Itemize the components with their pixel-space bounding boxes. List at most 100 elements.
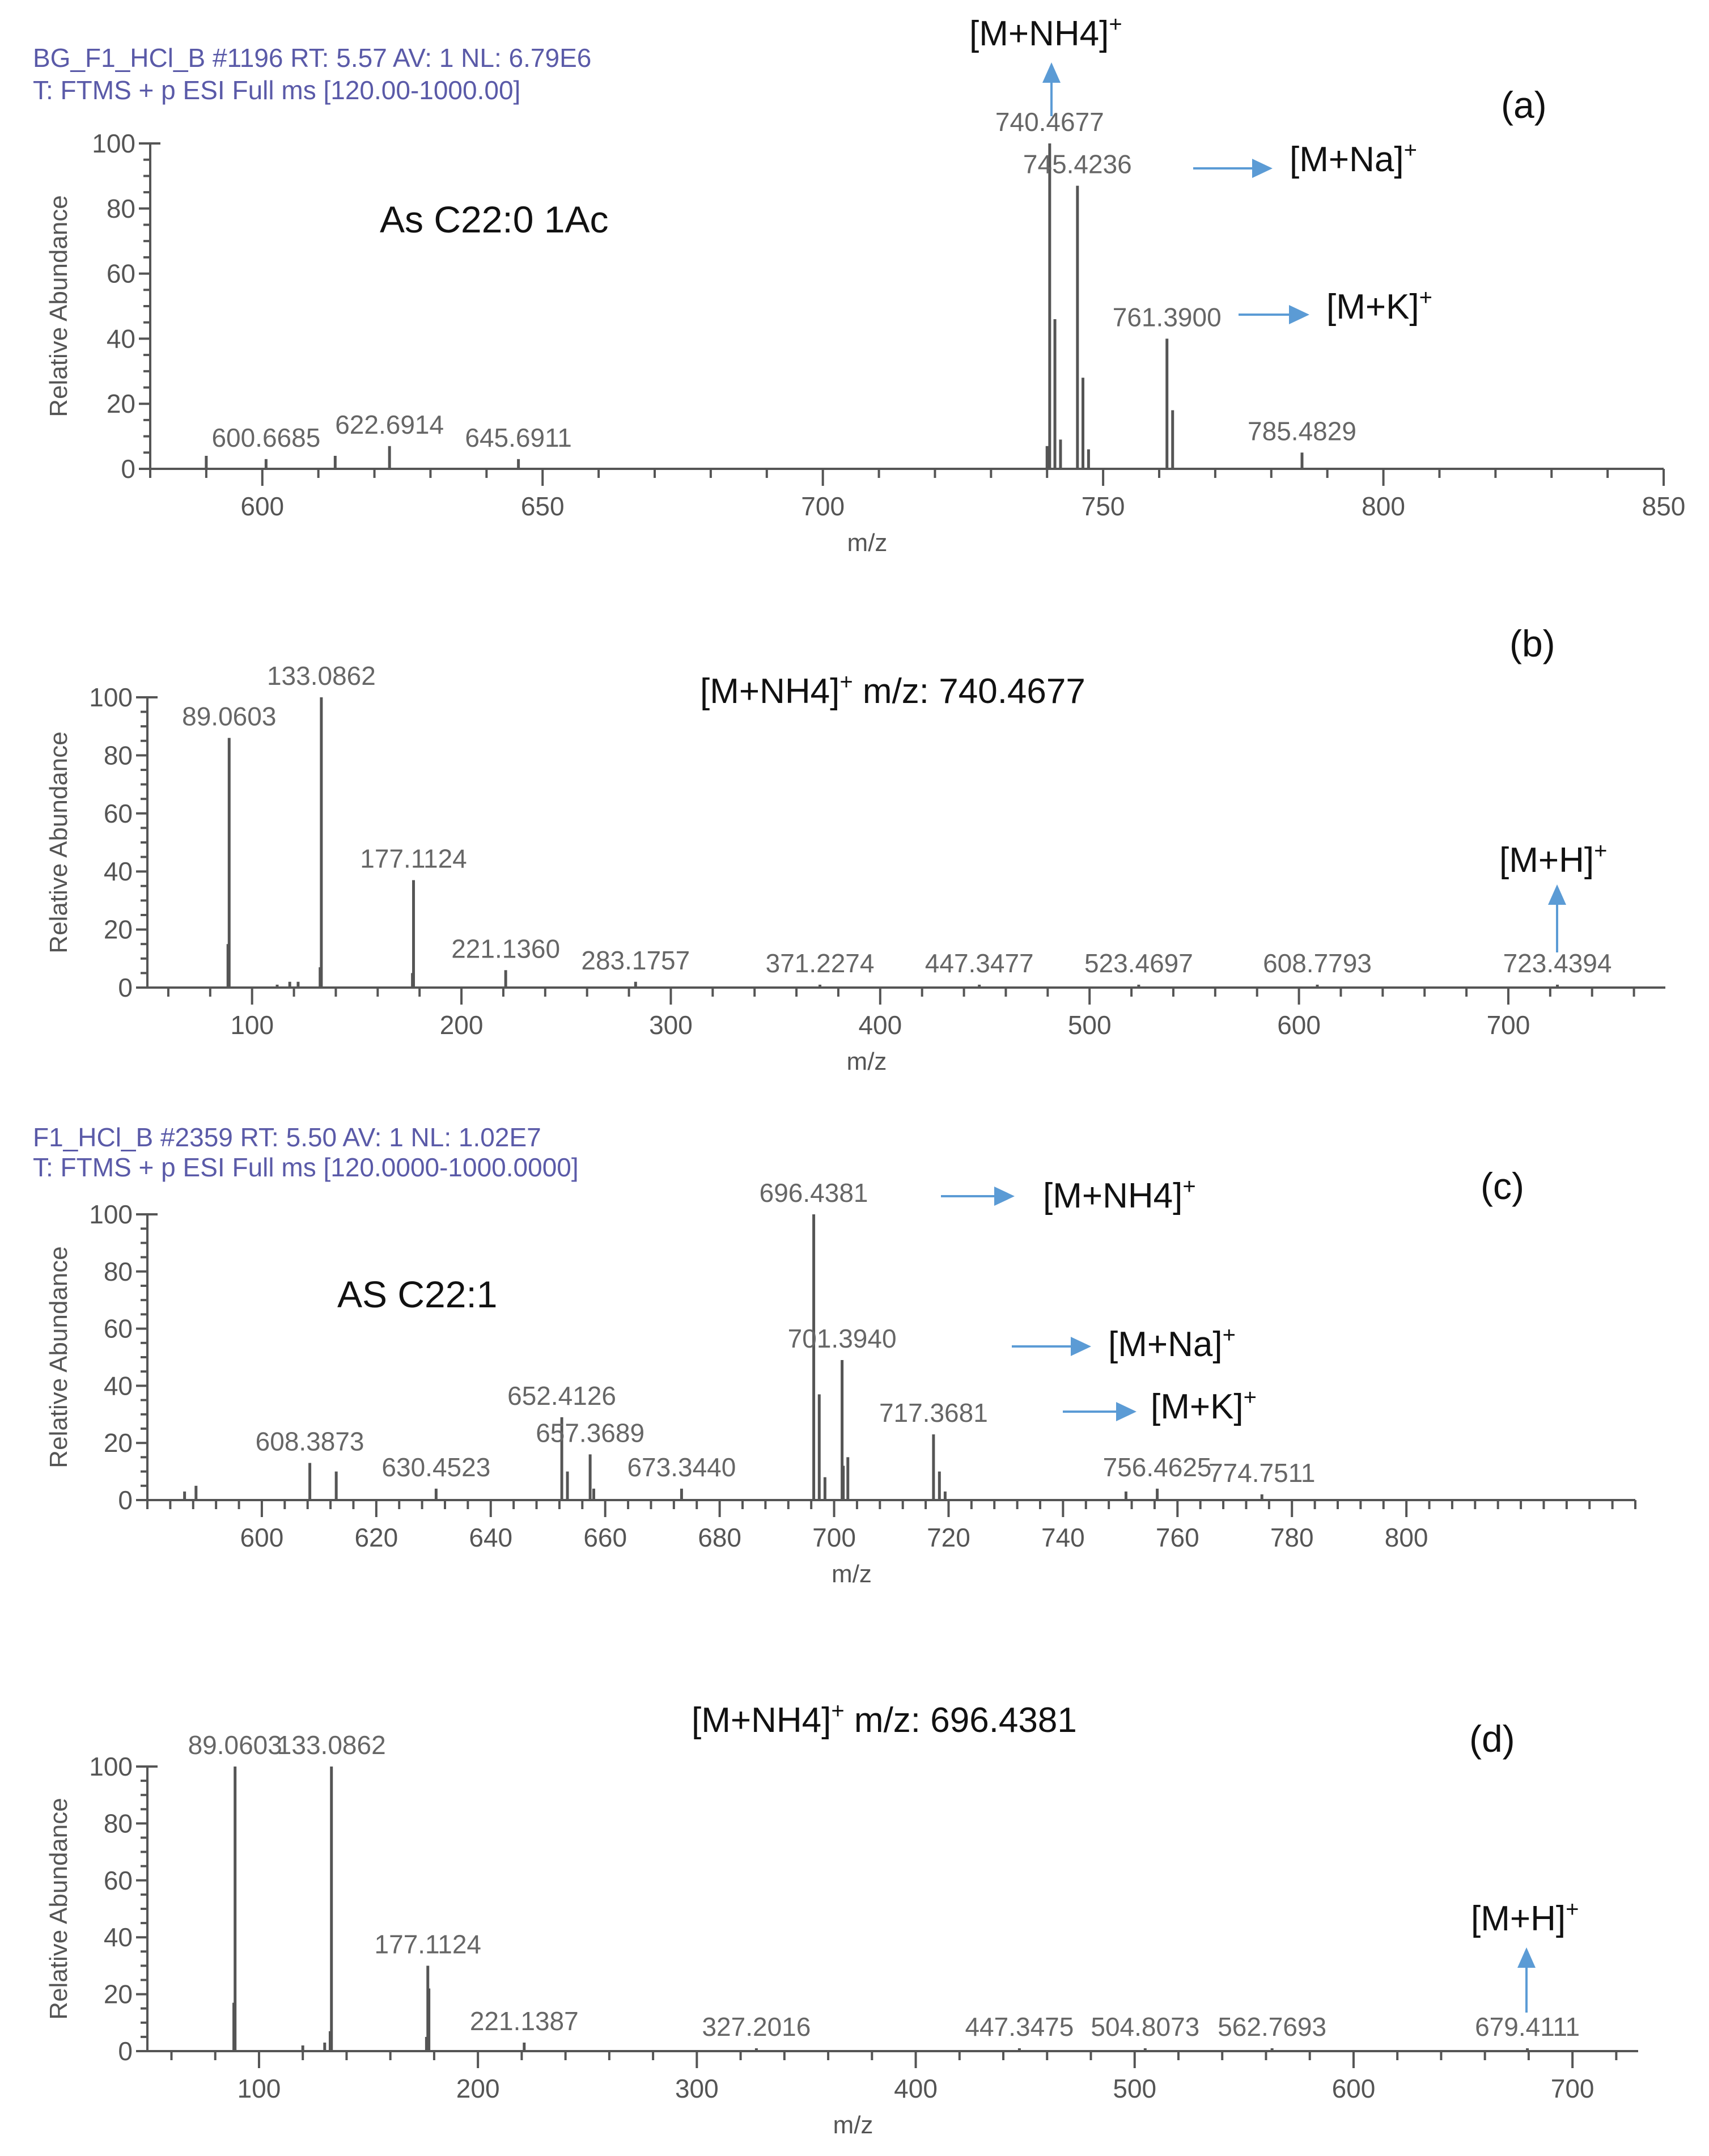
peak-label: 696.4381 (760, 1178, 868, 1208)
precursor-label: [M+NH4]+ m/z: 740.4677 (700, 670, 1085, 711)
y-tick-label: 40 (104, 857, 133, 886)
x-tick-label: 500 (1068, 1010, 1112, 1040)
adduct-label: [M+H]+ (1471, 1897, 1579, 1938)
x-axis-title: m/z (833, 2111, 873, 2139)
y-tick-label: 0 (118, 1485, 133, 1515)
y-tick-label: 20 (104, 915, 133, 944)
y-tick-label: 20 (104, 1428, 133, 1458)
peak-label: 717.3681 (879, 1398, 988, 1428)
adduct-label: [M+Na]+ (1290, 138, 1417, 179)
x-tick-label: 650 (521, 492, 565, 521)
peak-label: 327.2016 (702, 2012, 811, 2041)
y-tick-label: 40 (107, 324, 135, 353)
x-tick-label: 780 (1270, 1523, 1314, 1552)
panel-label-c: (c) (1481, 1165, 1524, 1207)
y-tick-label: 80 (104, 1808, 133, 1838)
y-axis-title: Relative Abundance (45, 1246, 73, 1468)
x-tick-label: 500 (1113, 2074, 1156, 2103)
peak-label: 756.4625 (1103, 1452, 1212, 1482)
y-tick-label: 0 (121, 454, 135, 484)
x-tick-label: 100 (238, 2074, 281, 2103)
spectrum-panel-b: 0 20 40 60 80 100 100 200 300 400 500 600 700 m/z Rela… (45, 661, 1665, 1075)
y-axis-title: Relative Abundance (45, 195, 73, 417)
x-tick-label: 680 (698, 1523, 741, 1552)
x-tick-label: 700 (812, 1523, 856, 1552)
x-tick-label: 800 (1362, 492, 1405, 521)
adduct-annotation: [M+H]+ (1499, 838, 1607, 952)
x-tick-label: 600 (240, 1523, 284, 1552)
peak-label: 785.4829 (1248, 416, 1356, 446)
peak-label: 89.0603 (182, 702, 276, 731)
adduct-label: [M+NH4]+ (969, 12, 1122, 53)
peak-label: 221.1360 (451, 934, 560, 963)
x-tick-label: 700 (1551, 2074, 1594, 2103)
y-tick-label: 100 (89, 1200, 133, 1229)
y-tick-label: 100 (89, 1752, 133, 1781)
x-tick-label: 400 (894, 2074, 938, 2103)
header-line2-a: T: FTMS + p ESI Full ms [120.00-1000.00] (33, 75, 520, 105)
x-tick-label: 800 (1385, 1523, 1428, 1552)
x-tick-label: 720 (927, 1523, 970, 1552)
peak-label: 740.4677 (995, 107, 1104, 137)
peak-label: 774.7511 (1208, 1458, 1315, 1488)
y-tick-label: 0 (118, 2036, 133, 2066)
y-tick-label: 60 (104, 799, 133, 828)
peak-label: 133.0862 (277, 1730, 386, 1760)
x-tick-label: 700 (801, 492, 845, 521)
peak-label: 447.3477 (925, 948, 1034, 978)
peak-label: 723.4394 (1503, 948, 1612, 978)
peak-label: 645.6911 (465, 423, 571, 452)
peak-label: 673.3440 (627, 1452, 736, 1482)
adduct-annotation: [M+Na]+ (1012, 1323, 1236, 1364)
spectrum-panel-a: 0 20 40 60 80 100 600 650 700 750 800 850 m/z Relativ… (45, 12, 1685, 557)
x-tick-label: 700 (1487, 1010, 1530, 1040)
x-tick-label: 740 (1041, 1523, 1085, 1552)
adduct-label: [M+K]+ (1326, 285, 1432, 327)
header-line1-c: F1_HCl_B #2359 RT: 5.50 AV: 1 NL: 1.02E7 (33, 1123, 541, 1152)
adduct-annotation: [M+K]+ (1239, 285, 1432, 327)
y-tick-label: 20 (104, 1980, 133, 2009)
adduct-label: [M+H]+ (1499, 838, 1607, 880)
x-tick-label: 400 (858, 1010, 902, 1040)
peak-label: 371.2274 (766, 948, 875, 978)
adduct-annotation: [M+Na]+ (1193, 138, 1417, 179)
y-tick-label: 60 (107, 259, 135, 289)
peak-label: 221.1387 (470, 2006, 579, 2036)
adduct-annotation: [M+NH4]+ (969, 12, 1122, 116)
peak-label: 679.4111 (1475, 2012, 1580, 2041)
x-tick-label: 750 (1082, 492, 1125, 521)
y-tick-label: 80 (104, 740, 133, 770)
spectrum-panel-d: 0 20 40 60 80 100 100 200 300 400 500 600 700 m/z Rela… (45, 1698, 1638, 2139)
adduct-annotation: [M+K]+ (1063, 1385, 1257, 1426)
x-axis-title: m/z (847, 529, 888, 557)
x-tick-label: 600 (1332, 2074, 1376, 2103)
peak-label: 562.7693 (1218, 2012, 1326, 2041)
y-tick-label: 60 (104, 1314, 133, 1344)
x-tick-label: 760 (1156, 1523, 1199, 1552)
compound-label-c: AS C22:1 (337, 1273, 498, 1315)
peak-label: 600.6685 (211, 423, 320, 452)
adduct-annotation: [M+H]+ (1471, 1897, 1579, 2013)
y-tick-label: 40 (104, 1922, 133, 1952)
y-tick-label: 100 (92, 129, 135, 158)
compound-label-a: As C22:0 1Ac (380, 198, 609, 240)
y-tick-label: 100 (89, 683, 133, 712)
peak-label: 701.3940 (788, 1324, 897, 1353)
panel-label-b: (b) (1509, 622, 1555, 664)
x-tick-label: 300 (675, 2074, 719, 2103)
y-axis-title: Relative Abundance (45, 731, 73, 953)
peak-label: 89.0603 (188, 1730, 282, 1760)
x-axis-title: m/z (847, 1048, 887, 1075)
adduct-label: [M+K]+ (1151, 1385, 1257, 1426)
x-tick-label: 200 (456, 2074, 500, 2103)
peak-label: 652.4126 (507, 1381, 616, 1410)
x-tick-label: 620 (354, 1523, 398, 1552)
header-line2-c: T: FTMS + p ESI Full ms [120.0000-1000.0… (33, 1153, 579, 1182)
y-tick-label: 20 (107, 389, 135, 418)
x-tick-label: 660 (583, 1523, 627, 1552)
x-tick-label: 300 (649, 1010, 693, 1040)
adduct-annotation: [M+NH4]+ (941, 1174, 1196, 1215)
y-axis-title: Relative Abundance (45, 1798, 73, 2019)
